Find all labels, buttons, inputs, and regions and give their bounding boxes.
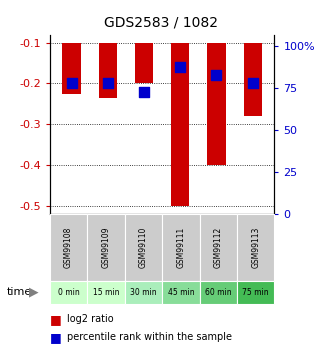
Bar	[135, 43, 153, 83]
Text: ■: ■	[50, 331, 62, 344]
Text: 60 min: 60 min	[205, 288, 231, 297]
Bar	[171, 43, 189, 206]
Text: percentile rank within the sample: percentile rank within the sample	[67, 332, 232, 342]
Text: GSM99108: GSM99108	[64, 227, 73, 268]
Point	[178, 65, 183, 70]
Bar	[207, 43, 226, 165]
Bar	[63, 43, 81, 93]
Point	[214, 72, 219, 78]
Text: GSM99113: GSM99113	[251, 227, 260, 268]
Text: ▶: ▶	[29, 286, 39, 299]
Text: GSM99112: GSM99112	[214, 227, 223, 268]
Text: GSM99111: GSM99111	[176, 227, 185, 268]
Text: GDS2583 / 1082: GDS2583 / 1082	[103, 16, 218, 30]
Text: 75 min: 75 min	[242, 288, 269, 297]
Text: 0 min: 0 min	[57, 288, 79, 297]
Text: log2 ratio: log2 ratio	[67, 314, 114, 324]
Text: time: time	[6, 287, 32, 297]
Point	[250, 81, 255, 86]
Text: GSM99110: GSM99110	[139, 227, 148, 268]
Point	[142, 89, 147, 94]
Text: ■: ■	[50, 313, 62, 326]
Point	[105, 81, 110, 86]
Point	[69, 81, 74, 86]
Bar	[99, 43, 117, 98]
Text: 15 min: 15 min	[93, 288, 119, 297]
Text: 30 min: 30 min	[130, 288, 157, 297]
Text: 45 min: 45 min	[168, 288, 194, 297]
Bar	[244, 43, 262, 116]
Text: GSM99109: GSM99109	[101, 227, 110, 268]
